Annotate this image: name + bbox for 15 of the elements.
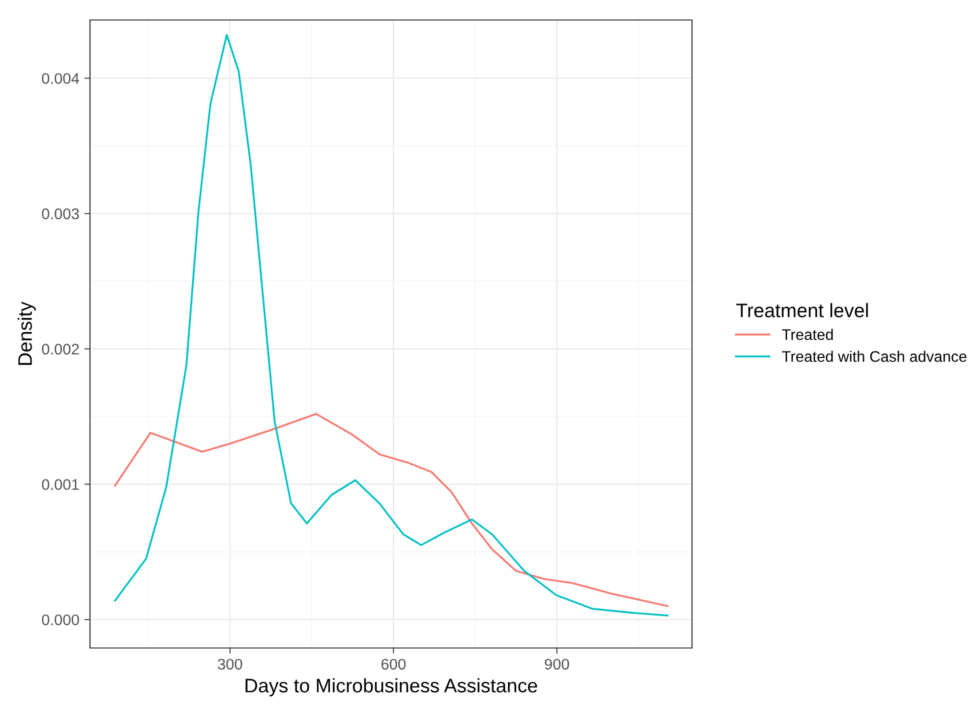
- y-tick-label: 0.004: [42, 73, 80, 84]
- y-tick-label: 0.001: [42, 479, 79, 490]
- y-axis-title: Density: [18, 302, 36, 365]
- y-tick-label: 0.003: [42, 208, 79, 220]
- y-tick-label: 0.000: [42, 614, 79, 626]
- legend-label: Treated: [782, 328, 833, 340]
- x-tick-label: 600: [381, 658, 406, 670]
- legend-label: Treated with Cash advance: [782, 350, 966, 362]
- x-axis-title: Days to Microbusiness Assistance: [246, 678, 538, 696]
- line-series: [114, 412, 668, 607]
- x-tick-label: 300: [218, 658, 242, 670]
- line-series: [114, 34, 668, 616]
- x-tick-label: 900: [544, 658, 570, 670]
- legend-title: Treatment level: [736, 303, 868, 318]
- y-tick-label: 0.002: [42, 344, 79, 355]
